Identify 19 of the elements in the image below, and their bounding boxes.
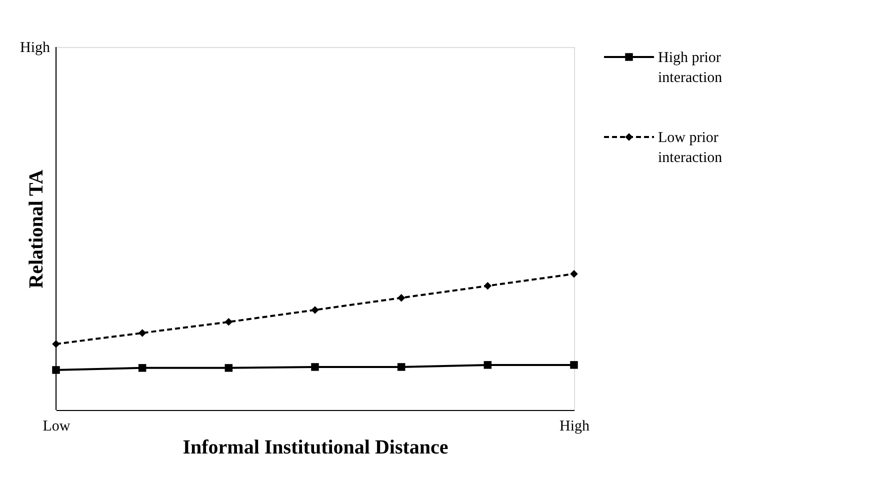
point bbox=[52, 366, 60, 374]
point bbox=[311, 363, 319, 371]
point bbox=[224, 364, 233, 372]
legend-label: Low prior interaction bbox=[658, 130, 723, 166]
point bbox=[484, 361, 492, 369]
point bbox=[224, 318, 233, 326]
x-tick-label: Low bbox=[42, 418, 70, 434]
point bbox=[484, 282, 492, 290]
point bbox=[138, 329, 146, 337]
point bbox=[570, 270, 578, 278]
text: High bbox=[20, 40, 50, 56]
y-axis-title: Relational TA bbox=[26, 169, 48, 288]
legend-label: High prior interaction bbox=[658, 50, 723, 86]
point bbox=[311, 306, 319, 314]
point bbox=[138, 364, 146, 372]
point bbox=[397, 363, 406, 371]
point bbox=[397, 294, 406, 302]
point bbox=[570, 361, 578, 369]
x-axis-title: Informal Institutional Distance bbox=[182, 436, 448, 458]
